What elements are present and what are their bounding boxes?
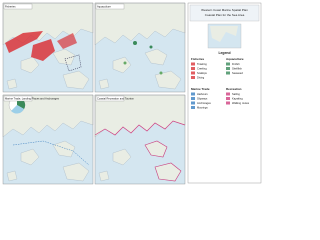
legend-item: Anchorages — [197, 101, 212, 105]
panel-title-box — [95, 3, 125, 10]
legend-swatch — [226, 92, 230, 96]
legend-item: Sailing — [232, 92, 240, 96]
legend-swatch — [191, 76, 195, 79]
legend-heading: Recreation — [226, 87, 242, 91]
legend-item: Diving — [197, 76, 205, 80]
panel-title-box — [3, 95, 33, 102]
legend-swatch — [226, 71, 230, 75]
map-sheet: Fisheries Aquaculture Marine Trade, Landin… — [2, 2, 262, 185]
legend-item: Slipways — [197, 97, 208, 101]
legend-item: Kayaking — [232, 97, 243, 101]
panel-title-box — [95, 95, 125, 102]
panel — [94, 2, 186, 93]
legend-item: Harbours — [197, 92, 208, 96]
sheet-title: Western Coast Marine Spatial Plan — [201, 8, 248, 12]
legend-swatch — [191, 92, 195, 96]
panel-title-box — [3, 3, 33, 10]
panel-title: Marine Trade, Landing Places and Anchora… — [5, 97, 60, 101]
map-panels: Fisheries Aquaculture Marine Trade, Landin… — [2, 2, 186, 185]
legend-item: Scallops — [197, 71, 208, 75]
legend-swatch — [191, 97, 195, 100]
legend-swatch — [191, 67, 195, 70]
panel — [94, 94, 186, 185]
legend-panel: Western Coast Marine Spatial Plan Coasta… — [187, 2, 262, 184]
legend-item: Walking routes — [232, 101, 250, 105]
legend-item: Moorings — [197, 106, 208, 110]
legend-item: Finfish — [232, 62, 240, 66]
panel — [2, 94, 94, 185]
panel — [2, 2, 94, 93]
legend-heading: Fisheries — [191, 57, 205, 61]
legend-heading: Aquaculture — [226, 57, 244, 61]
legend-swatch — [226, 101, 230, 105]
legend-heading: Marine Trade — [191, 87, 210, 91]
legend-item: Trawling — [197, 62, 207, 66]
legend-swatch — [191, 71, 195, 75]
legend-swatch — [191, 101, 195, 105]
legend-swatch — [226, 62, 230, 66]
panel-title: Aquaculture — [97, 5, 111, 9]
legend-title: Legend — [218, 51, 230, 55]
panel-title: Fisheries — [5, 5, 16, 9]
legend-swatch — [226, 97, 230, 100]
legend-item: Shellfish — [232, 67, 242, 71]
panel-title: Coastal Recreation and Tourism — [97, 97, 134, 101]
legend-swatch — [226, 67, 230, 70]
legend-item: Seaweed — [232, 71, 243, 75]
legend-swatch — [191, 106, 195, 109]
legend-swatch — [191, 62, 195, 66]
sheet-subtitle: Coastal Plan for the Sea Area — [205, 13, 245, 17]
legend-item: Creeling — [197, 67, 207, 71]
